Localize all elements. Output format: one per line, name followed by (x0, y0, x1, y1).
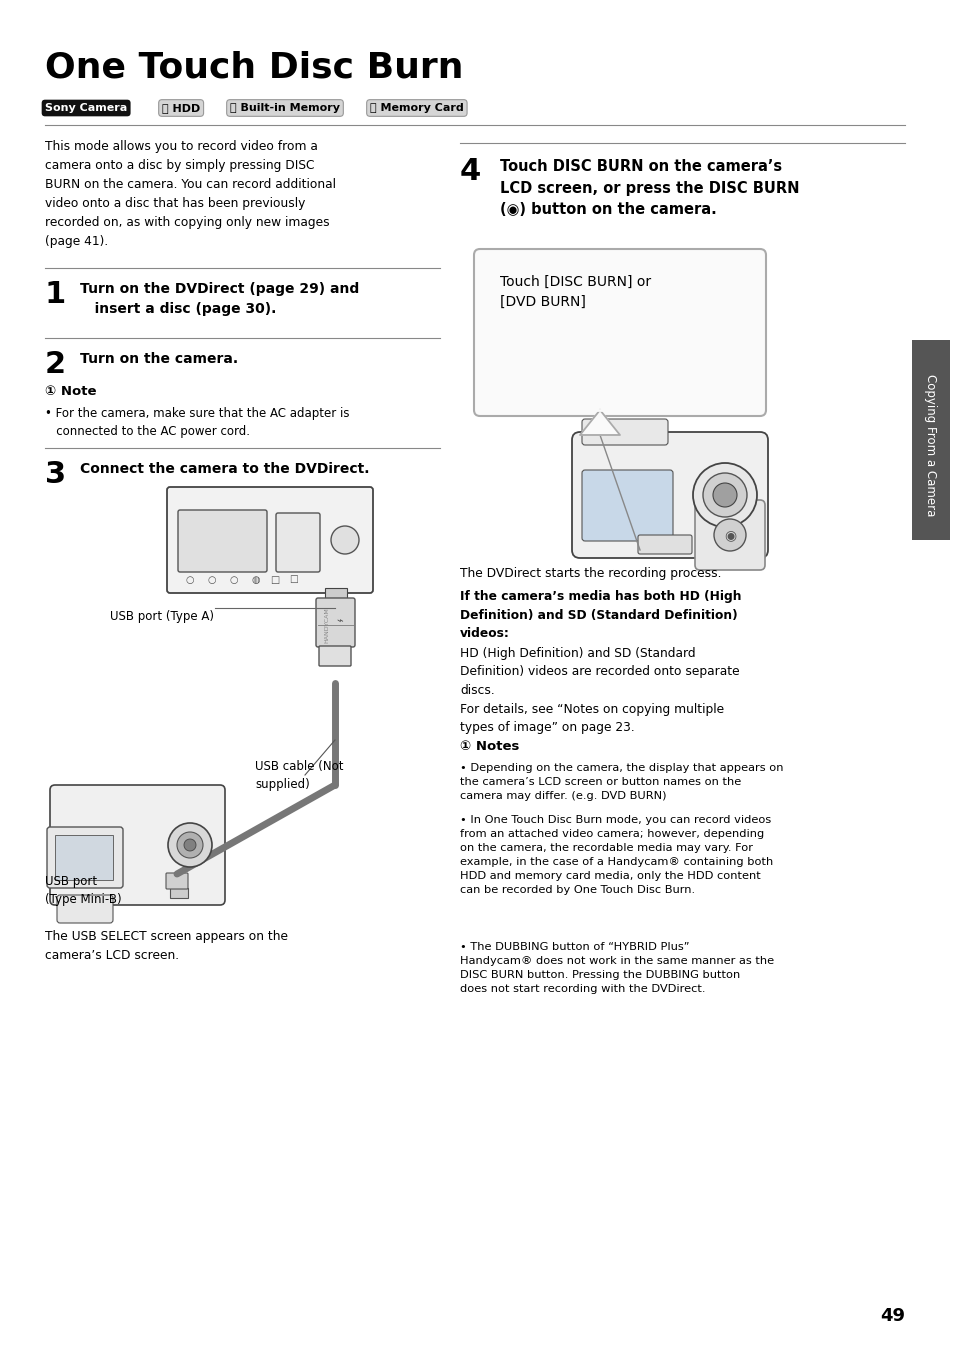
Text: USB port (Type A): USB port (Type A) (110, 610, 213, 623)
FancyBboxPatch shape (47, 827, 123, 888)
Circle shape (713, 519, 745, 552)
FancyBboxPatch shape (50, 786, 225, 904)
FancyBboxPatch shape (178, 510, 267, 572)
Text: ◉: ◉ (723, 529, 736, 542)
Text: HANDYCAM: HANDYCAM (324, 607, 329, 642)
FancyBboxPatch shape (170, 888, 188, 898)
Circle shape (177, 831, 203, 859)
Text: If the camera’s media has both HD (High
Definition) and SD (Standard Definition): If the camera’s media has both HD (High … (459, 589, 740, 639)
FancyBboxPatch shape (695, 500, 764, 571)
Text: HD (High Definition) and SD (Standard
Definition) videos are recorded onto separ: HD (High Definition) and SD (Standard De… (459, 648, 739, 698)
Text: ⌹ Memory Card: ⌹ Memory Card (370, 103, 463, 114)
Text: Turn on the DVDirect (page 29) and
   insert a disc (page 30).: Turn on the DVDirect (page 29) and inser… (80, 283, 359, 315)
Text: One Touch Disc Burn: One Touch Disc Burn (45, 50, 463, 84)
FancyBboxPatch shape (166, 873, 188, 890)
FancyBboxPatch shape (315, 598, 355, 648)
FancyBboxPatch shape (638, 535, 691, 554)
Text: Touch [DISC BURN] or
[DVD BURN]: Touch [DISC BURN] or [DVD BURN] (499, 274, 651, 308)
Text: ◍: ◍ (252, 575, 260, 585)
Circle shape (692, 462, 757, 527)
FancyBboxPatch shape (55, 836, 112, 880)
Circle shape (712, 483, 737, 507)
Text: □: □ (270, 575, 279, 585)
Text: ○: ○ (186, 575, 194, 585)
Text: The USB SELECT screen appears on the
camera’s LCD screen.: The USB SELECT screen appears on the cam… (45, 930, 288, 963)
Text: ○: ○ (208, 575, 216, 585)
Circle shape (331, 526, 358, 554)
Text: • The DUBBING button of “HYBRID Plus”
Handycam® does not work in the same manner: • The DUBBING button of “HYBRID Plus” Ha… (459, 942, 773, 994)
Text: USB cable (Not
supplied): USB cable (Not supplied) (254, 760, 343, 791)
FancyBboxPatch shape (581, 419, 667, 445)
Text: 49: 49 (879, 1307, 904, 1325)
FancyBboxPatch shape (318, 646, 351, 667)
Text: ⌁: ⌁ (336, 617, 343, 627)
FancyBboxPatch shape (325, 588, 347, 598)
Polygon shape (579, 410, 619, 435)
FancyBboxPatch shape (572, 433, 767, 558)
Text: • In One Touch Disc Burn mode, you can record videos
from an attached video came: • In One Touch Disc Burn mode, you can r… (459, 815, 773, 895)
FancyBboxPatch shape (167, 487, 373, 594)
Circle shape (702, 473, 746, 516)
Text: The DVDirect starts the recording process.: The DVDirect starts the recording proces… (459, 566, 720, 580)
Text: Turn on the camera.: Turn on the camera. (80, 352, 238, 366)
Text: Copying From a Camera: Copying From a Camera (923, 373, 937, 516)
Text: Touch DISC BURN on the camera’s
LCD screen, or press the DISC BURN
(◉) button on: Touch DISC BURN on the camera’s LCD scre… (499, 160, 799, 218)
Text: USB port
(Type Mini-B): USB port (Type Mini-B) (45, 875, 121, 906)
Text: 2: 2 (45, 350, 66, 379)
Text: 4: 4 (459, 157, 480, 187)
Text: 3: 3 (45, 460, 66, 489)
Text: Sony Camera: Sony Camera (45, 103, 127, 114)
Text: For details, see “Notes on copying multiple
types of image” on page 23.: For details, see “Notes on copying multi… (459, 703, 723, 734)
Circle shape (184, 840, 195, 850)
Bar (911, 339, 949, 539)
Text: Connect the camera to the DVDirect.: Connect the camera to the DVDirect. (80, 462, 369, 476)
Text: ☐: ☐ (290, 575, 298, 585)
FancyBboxPatch shape (581, 470, 672, 541)
Text: • Depending on the camera, the display that appears on
the camera’s LCD screen o: • Depending on the camera, the display t… (459, 763, 782, 800)
Text: ① Note: ① Note (45, 385, 96, 397)
Circle shape (168, 823, 212, 867)
FancyBboxPatch shape (275, 512, 319, 572)
Text: ① Notes: ① Notes (459, 740, 518, 753)
Text: This mode allows you to record video from a
camera onto a disc by simply pressin: This mode allows you to record video fro… (45, 141, 335, 247)
Text: Ⓣ HDD: Ⓣ HDD (162, 103, 200, 114)
Text: • For the camera, make sure that the AC adapter is
   connected to the AC power : • For the camera, make sure that the AC … (45, 407, 349, 438)
Text: ⌸ Built-in Memory: ⌸ Built-in Memory (230, 103, 339, 114)
FancyBboxPatch shape (474, 249, 765, 416)
Text: ○: ○ (230, 575, 238, 585)
Text: 1: 1 (45, 280, 66, 310)
FancyBboxPatch shape (57, 895, 112, 923)
